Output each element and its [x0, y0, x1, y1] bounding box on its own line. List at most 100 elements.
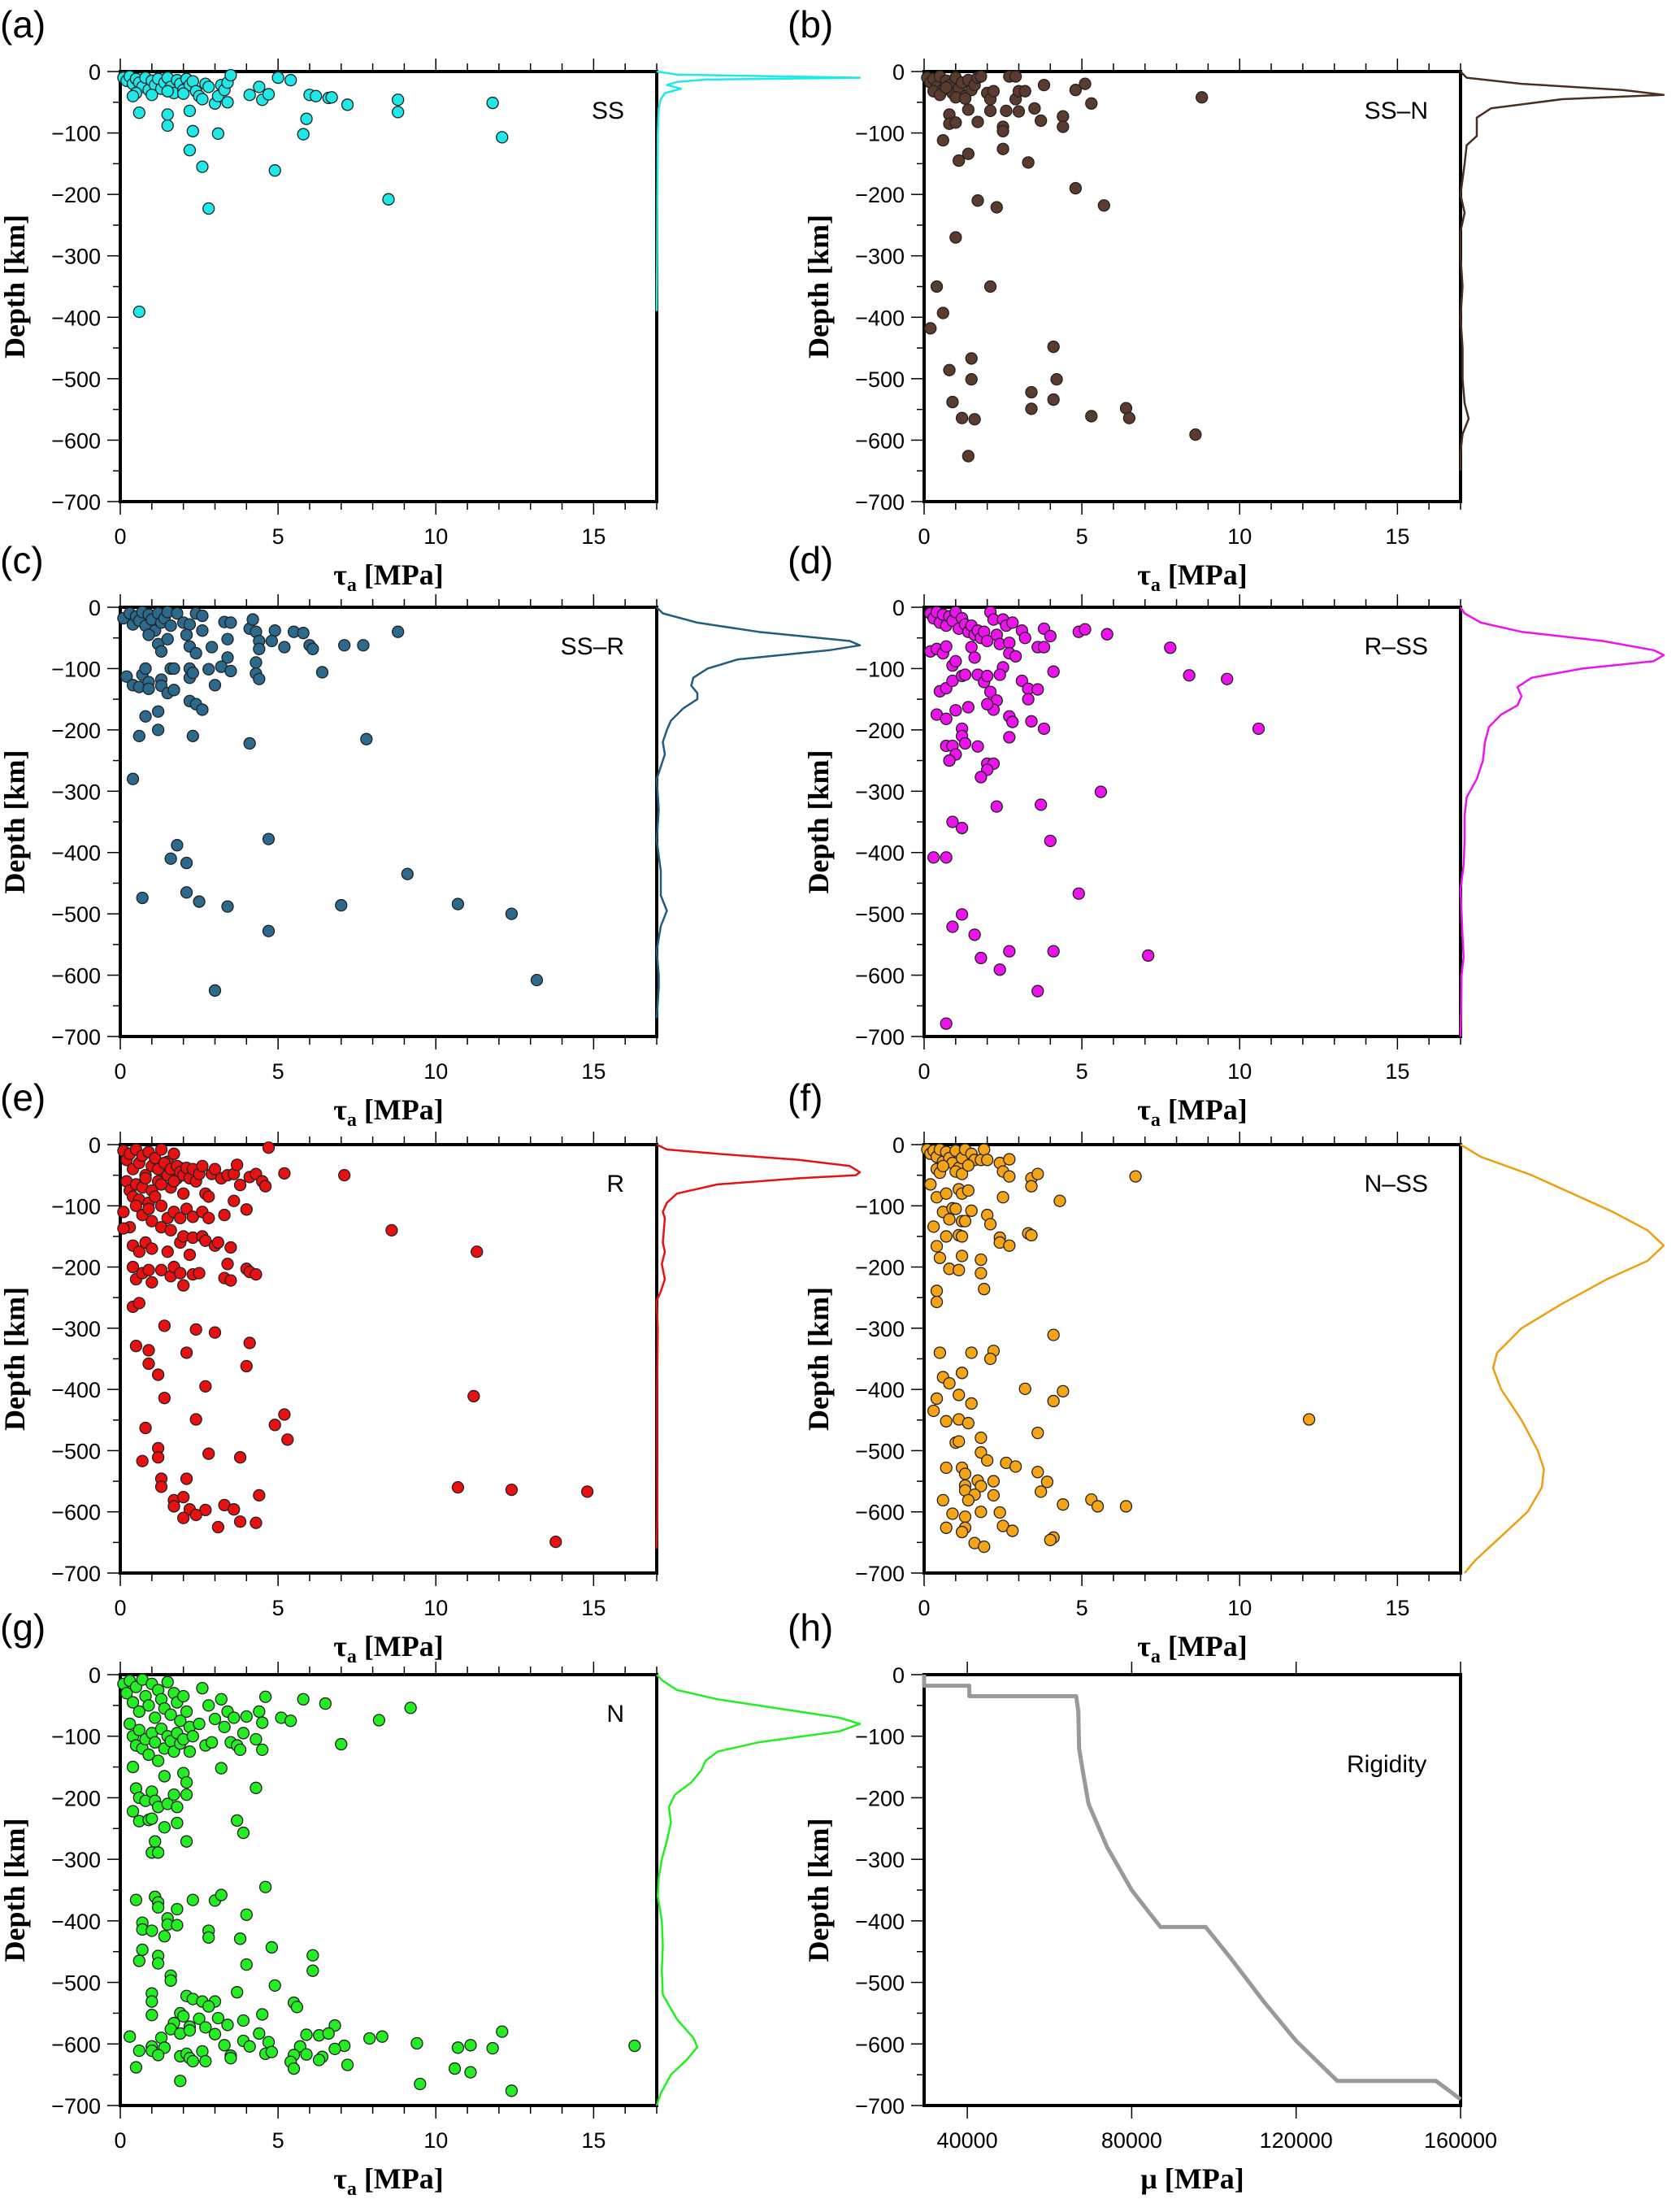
data-point: [149, 1736, 162, 1749]
data-point: [927, 851, 940, 864]
panel-g: (g) 0 5 10 15 0 −100 −200 −300 −400 −500 −600 −700 De…: [0, 1606, 862, 2199]
y-tick-label: 0: [892, 60, 905, 85]
data-point: [1047, 945, 1060, 958]
y-tick-label: −100: [855, 1725, 905, 1749]
x-tick-label: 0: [114, 524, 126, 549]
data-point: [530, 973, 544, 987]
data-point: [256, 2008, 269, 2021]
data-point: [306, 1949, 319, 1962]
panel-b: (b) 0 5 10 15 0 −100 −200 −300 −400 −500 −600 −700 De…: [788, 3, 1665, 596]
data-point: [129, 1340, 143, 1353]
mechanism-label: N–SS: [1365, 1171, 1428, 1197]
scatter-points: [117, 606, 544, 997]
y-tick-label: −200: [51, 1256, 101, 1280]
data-point: [233, 1932, 247, 1945]
mechanism-label: R: [606, 1171, 624, 1197]
data-point: [142, 1263, 155, 1276]
data-point: [505, 1483, 519, 1497]
data-point: [258, 1690, 272, 1703]
data-point: [176, 1279, 190, 1292]
data-point: [262, 88, 276, 101]
x-tick-label: 10: [423, 524, 448, 549]
data-point: [949, 116, 962, 129]
data-point: [154, 1480, 168, 1493]
data-point: [211, 1520, 225, 1534]
panel-letter: (c): [0, 539, 44, 581]
data-point: [401, 867, 414, 880]
x-tick-label: 5: [272, 2128, 284, 2153]
y-axis: 0 −100 −200 −300 −400 −500 −600 −700: [51, 1663, 120, 2119]
data-point: [167, 1500, 180, 1513]
data-point: [196, 160, 209, 173]
data-point: [958, 1510, 972, 1523]
y-tick-label: −100: [51, 122, 101, 146]
data-point: [936, 1493, 949, 1507]
y-tick-label: −300: [51, 245, 101, 269]
data-point: [142, 1202, 155, 1215]
data-point: [1003, 1153, 1016, 1166]
data-point: [256, 1716, 269, 1729]
data-point: [936, 133, 949, 147]
data-point: [990, 800, 1003, 813]
data-point: [151, 1754, 165, 1767]
data-point: [180, 856, 193, 870]
data-point: [505, 2084, 519, 2097]
mechanism-label: Rigidity: [1347, 1751, 1426, 1778]
data-point: [297, 627, 310, 640]
data-point: [224, 664, 237, 678]
data-point: [983, 1218, 997, 1231]
data-point: [253, 1488, 266, 1502]
data-point: [933, 1346, 947, 1359]
data-point: [164, 619, 177, 632]
data-point: [962, 450, 975, 463]
data-point: [955, 1230, 969, 1243]
data-point: [154, 1143, 168, 1156]
data-point: [965, 1346, 978, 1359]
y-tick-label: −400: [51, 306, 101, 330]
data-point: [930, 1392, 944, 1406]
data-point: [237, 1727, 250, 1740]
data-point: [940, 851, 953, 864]
x-tick-label: 0: [918, 524, 930, 549]
data-point: [253, 80, 266, 93]
data-point: [167, 1788, 180, 1801]
y-tick-label: −100: [51, 1194, 101, 1219]
data-point: [243, 2040, 256, 2053]
data-point: [145, 1995, 158, 2008]
data-point: [363, 2032, 376, 2045]
data-point: [183, 1248, 197, 1262]
data-point: [300, 2028, 313, 2041]
plot-frame: [922, 1673, 1462, 2107]
panel-h: (h) 40000 80000 120000 160000 0 −100 −200 −300 −4…: [788, 1606, 1497, 2195]
data-point: [940, 1230, 953, 1243]
data-point: [224, 68, 237, 82]
data-point: [151, 1846, 165, 1859]
data-point: [151, 1957, 165, 1970]
data-point: [174, 1267, 187, 1280]
data-point: [927, 1220, 940, 1233]
data-point: [287, 2062, 301, 2075]
data-point: [132, 1723, 145, 1736]
data-point: [337, 1168, 351, 1182]
data-point: [975, 70, 988, 83]
data-point: [230, 1158, 244, 1171]
data-point: [1037, 78, 1051, 92]
y-axis-title: Depth [km]: [802, 1287, 835, 1431]
data-point: [1031, 1426, 1044, 1440]
data-point: [215, 1888, 228, 1901]
data-point: [955, 821, 969, 835]
data-point: [221, 1258, 234, 1271]
data-point: [980, 1154, 994, 1167]
x-tick-label: 0: [918, 1059, 930, 1084]
data-point: [1018, 85, 1031, 98]
scatter-points: [117, 1673, 641, 2097]
data-point: [129, 1199, 143, 1212]
data-point: [1069, 84, 1083, 97]
data-point: [971, 115, 984, 128]
data-point: [142, 1699, 155, 1712]
data-point: [230, 1986, 244, 1999]
data-point: [940, 1415, 953, 1428]
data-point: [186, 124, 199, 137]
y-tick-label: 0: [892, 1663, 905, 1688]
y-tick-label: −500: [855, 367, 905, 392]
